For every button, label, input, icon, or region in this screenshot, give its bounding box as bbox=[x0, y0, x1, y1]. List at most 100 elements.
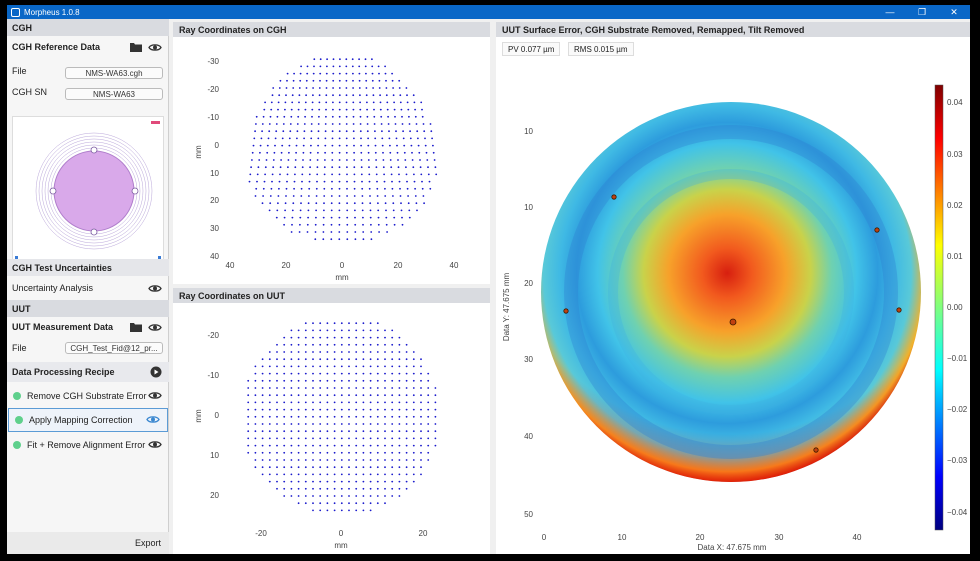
y-tick-label: 10 bbox=[524, 127, 533, 136]
ray-point bbox=[348, 466, 350, 469]
recipe-step[interactable]: Fit + Remove Alignment Error bbox=[7, 433, 169, 457]
ray-point bbox=[338, 216, 341, 219]
folder-icon[interactable] bbox=[130, 42, 142, 52]
ray-point bbox=[391, 336, 394, 339]
ray-point bbox=[352, 87, 354, 89]
ray-point bbox=[333, 430, 336, 433]
eye-icon[interactable] bbox=[148, 43, 162, 52]
ray-point bbox=[362, 495, 365, 497]
ray-point bbox=[345, 87, 348, 89]
ray-point bbox=[395, 130, 397, 133]
ray-point bbox=[355, 473, 358, 476]
ray-point bbox=[319, 423, 322, 425]
ray-point bbox=[391, 372, 394, 375]
ray-point bbox=[291, 216, 294, 219]
cgh-main-aperture bbox=[53, 150, 135, 232]
ray-point bbox=[276, 444, 278, 447]
ray-point bbox=[420, 444, 422, 447]
ray-point bbox=[405, 365, 408, 368]
ray-point bbox=[405, 166, 407, 169]
ray-point bbox=[405, 423, 408, 425]
recipe-step[interactable]: Remove CGH Substrate Error bbox=[7, 384, 169, 408]
ray-point bbox=[369, 351, 372, 353]
recipe-step-active[interactable]: Apply Mapping Correction bbox=[8, 408, 168, 432]
ray-point bbox=[254, 415, 257, 418]
cgh-file-field[interactable]: NMS-WA63.cgh bbox=[65, 67, 163, 79]
uncertainty-analysis-row[interactable]: Uncertainty Analysis bbox=[7, 278, 169, 298]
ray-point bbox=[398, 437, 401, 440]
x-tick-label: 20 bbox=[696, 533, 705, 542]
ray-point bbox=[384, 372, 386, 375]
ray-point bbox=[383, 173, 385, 176]
ray-point bbox=[296, 123, 299, 125]
ray-point bbox=[254, 444, 257, 447]
ray-point bbox=[381, 137, 384, 140]
ray-point bbox=[404, 159, 407, 161]
surface-error-map[interactable]: 10 10 20 30 40 50 0 10 20 30 40 Data X: … bbox=[496, 37, 970, 552]
ray-point bbox=[366, 101, 368, 104]
uut-ray-plot[interactable]: -20 -10 0 10 20 -20 0 20 mm mm bbox=[173, 303, 490, 554]
uut-file-field[interactable]: CGH_Test_Fid@12_pr... bbox=[65, 342, 163, 354]
eye-icon[interactable] bbox=[148, 323, 162, 332]
ray-point bbox=[398, 451, 401, 454]
ray-point bbox=[338, 123, 341, 125]
ray-point bbox=[362, 365, 365, 368]
window-title: Morpheus 1.0.8 bbox=[24, 7, 80, 17]
ray-point bbox=[316, 166, 319, 169]
ray-point bbox=[297, 408, 300, 411]
ray-point bbox=[376, 451, 379, 454]
ray-point bbox=[384, 329, 386, 332]
ray-point bbox=[278, 180, 281, 183]
ray-point bbox=[254, 459, 257, 461]
cgh-ray-plot[interactable]: -30 -20 -10 0 10 20 30 40 40 20 0 20 40 … bbox=[173, 37, 490, 284]
ray-point bbox=[300, 195, 303, 197]
ray-point bbox=[376, 466, 379, 469]
ray-point bbox=[276, 430, 278, 433]
eye-icon[interactable] bbox=[146, 415, 160, 424]
ray-point bbox=[277, 108, 279, 111]
ray-point bbox=[290, 466, 293, 469]
ray-point bbox=[412, 415, 415, 418]
y-axis-label: mm bbox=[194, 409, 203, 423]
ray-point bbox=[298, 87, 301, 89]
eye-icon[interactable] bbox=[148, 440, 162, 449]
eye-icon[interactable] bbox=[148, 284, 162, 293]
ray-point bbox=[297, 343, 300, 346]
ray-point bbox=[338, 137, 341, 140]
ray-point bbox=[384, 387, 386, 389]
ray-point bbox=[420, 173, 423, 176]
export-button[interactable]: Export bbox=[7, 532, 169, 554]
ray-point bbox=[333, 387, 336, 389]
ray-point bbox=[297, 365, 300, 368]
close-button[interactable]: ✕ bbox=[950, 6, 958, 17]
ray-point bbox=[262, 187, 265, 190]
ray-point bbox=[333, 358, 336, 361]
ray-point bbox=[412, 379, 415, 382]
ray-point bbox=[358, 79, 361, 82]
play-icon[interactable] bbox=[150, 366, 162, 378]
ray-point bbox=[290, 430, 293, 433]
ray-point bbox=[290, 415, 293, 418]
folder-icon[interactable] bbox=[130, 322, 142, 332]
ray-point bbox=[279, 166, 282, 169]
ray-point bbox=[293, 187, 295, 190]
eye-icon[interactable] bbox=[148, 391, 162, 400]
ray-point bbox=[297, 379, 300, 382]
ray-point bbox=[362, 451, 365, 454]
ray-point bbox=[312, 394, 314, 397]
cgh-sn-field[interactable]: NMS-WA63 bbox=[65, 88, 163, 100]
ray-point bbox=[412, 387, 415, 389]
ray-point bbox=[412, 459, 415, 461]
ray-point bbox=[333, 365, 336, 368]
ray-point bbox=[247, 437, 250, 440]
minimize-button[interactable]: — bbox=[885, 7, 895, 17]
ray-point bbox=[355, 336, 358, 339]
ray-point bbox=[398, 343, 401, 346]
ray-point bbox=[297, 423, 300, 425]
uut-file-row: File bbox=[7, 338, 169, 358]
ray-point bbox=[338, 231, 341, 233]
ray-point bbox=[352, 130, 355, 133]
maximize-button[interactable]: ❐ bbox=[917, 6, 927, 17]
uut-ray-panel-title: Ray Coordinates on UUT bbox=[173, 288, 490, 303]
ray-point bbox=[306, 231, 309, 233]
